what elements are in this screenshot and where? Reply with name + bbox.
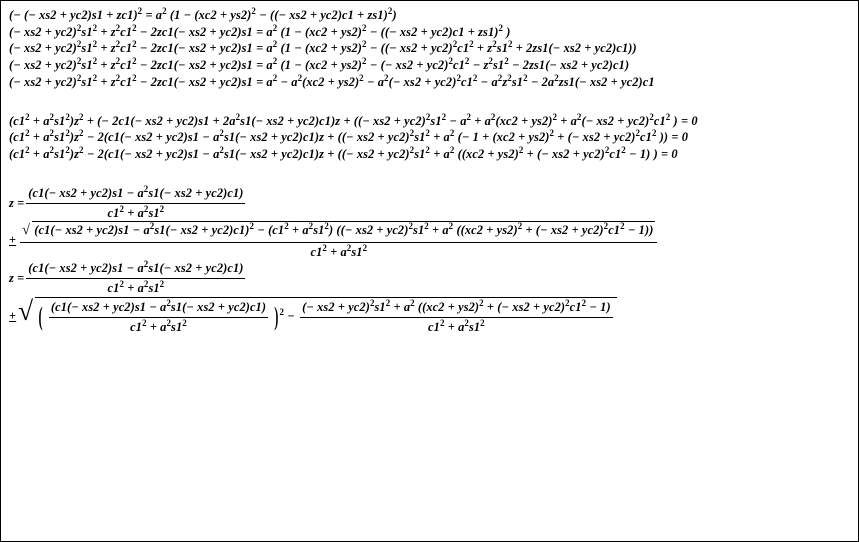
sqrt-icon: (c1(− xs2 + yc2)s1 − a2s1(− xs2 + yc2)c1… <box>22 221 655 240</box>
fraction-1: (c1(− xs2 + yc2)s1 − a2s1(− xs2 + yc2)c1… <box>26 185 245 221</box>
eq-8: (c12 + a2s12)z2 − 2(c1(− xs2 + yc2)s1 − … <box>9 146 850 163</box>
fraction-3: (c1(− xs2 + yc2)s1 − a2s1(− xs2 + yc2)c1… <box>26 260 245 296</box>
eq-4: (− xs2 + yc2)2s12 + z2c12 − 2zc1(− xs2 +… <box>9 57 850 74</box>
plus-minus-icon: + <box>9 308 16 325</box>
fraction-5: (− xs2 + yc2)2s12 + a2 ((xc2 + ys2)2 + (… <box>300 299 613 335</box>
fraction-2: (c1(− xs2 + yc2)s1 − a2s1(− xs2 + yc2)c1… <box>20 221 657 260</box>
fraction-4: (c1(− xs2 + yc2)s1 − a2s1(− xs2 + yc2)c1… <box>49 299 268 335</box>
plus-minus-icon: + <box>9 232 16 249</box>
eq-z-1-pm: + (c1(− xs2 + yc2)s1 − a2s1(− xs2 + yc2)… <box>9 221 850 260</box>
math-page: (− (− xs2 + yc2)s1 + zc1)2 = a2 (1 − (xc… <box>0 0 859 542</box>
sqrt-icon: ( (c1(− xs2 + yc2)s1 − a2s1(− xs2 + yc2)… <box>18 297 617 335</box>
eq-z-2-pm: + ( (c1(− xs2 + yc2)s1 − a2s1(− xs2 + yc… <box>9 297 850 335</box>
eq-3: (− xs2 + yc2)2s12 + z2c12 − 2zc1(− xs2 +… <box>9 40 850 57</box>
eq-z-1: z = (c1(− xs2 + yc2)s1 − a2s1(− xs2 + yc… <box>9 185 850 221</box>
eq-1: (− (− xs2 + yc2)s1 + zc1)2 = a2 (1 − (xc… <box>9 7 850 24</box>
eq-2: (− xs2 + yc2)2s12 + z2c12 − 2zc1(− xs2 +… <box>9 24 850 41</box>
eq-z-2: z = (c1(− xs2 + yc2)s1 − a2s1(− xs2 + yc… <box>9 260 850 296</box>
eq-5: (− xs2 + yc2)2s12 + z2c12 − 2zc1(− xs2 +… <box>9 74 850 91</box>
eq-7: (c12 + a2s12)z2 − 2(c1(− xs2 + yc2)s1 − … <box>9 129 850 146</box>
eq-6: (c12 + a2s12)z2 + (− 2c1(− xs2 + yc2)s1 … <box>9 113 850 130</box>
